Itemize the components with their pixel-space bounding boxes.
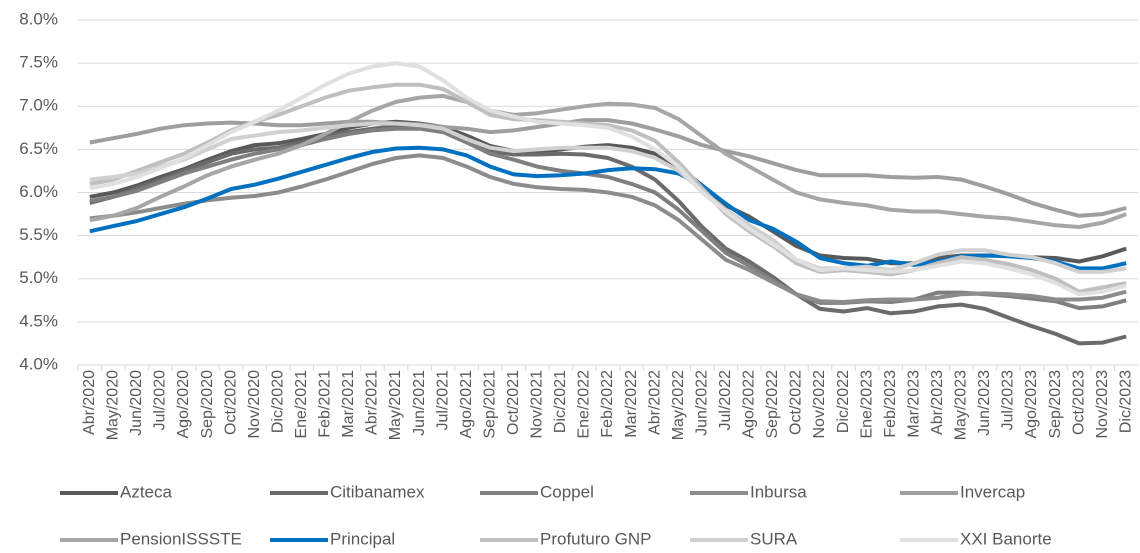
x-tick-label: May/2023: [953, 370, 970, 440]
x-tick-label: Sep/2020: [199, 370, 216, 439]
legend-label: XXI Banorte: [960, 529, 1052, 548]
x-tick-label: Jun/2022: [693, 370, 710, 436]
y-tick-label: 4.0%: [19, 354, 58, 373]
x-tick-label: Dic/2020: [269, 370, 286, 433]
legend-label: Citibanamex: [330, 482, 425, 501]
x-tick-label: Ene/2022: [576, 370, 593, 439]
x-tick-label: Feb/2022: [599, 370, 616, 438]
y-tick-label: 6.0%: [19, 182, 58, 201]
series-line: [89, 126, 1127, 311]
y-tick-label: 7.0%: [19, 96, 58, 115]
series-line: [89, 118, 1127, 218]
x-tick-label: Abr/2021: [364, 370, 381, 435]
x-tick-label: Ago/2021: [458, 370, 475, 439]
legend-label: Azteca: [120, 482, 173, 501]
series-line: [89, 124, 1127, 346]
x-tick-label: Ago/2020: [175, 370, 192, 439]
x-tick-label: Jun/2021: [411, 370, 428, 436]
x-tick-label: Abr/2020: [81, 370, 98, 435]
x-tick-label: Sep/2023: [1047, 370, 1064, 439]
series-line: [89, 121, 1127, 274]
x-tick-label: Oct/2023: [1070, 370, 1087, 435]
legend-label: PensionISSSTE: [120, 529, 242, 548]
x-tick-label: May/2022: [670, 370, 687, 440]
y-tick-label: 4.5%: [19, 311, 58, 330]
series-line: [89, 61, 1127, 297]
series-line: [89, 93, 1127, 229]
x-tick-label: May/2021: [387, 370, 404, 440]
x-tick-label: Sep/2021: [481, 370, 498, 439]
x-tick-label: Ago/2022: [741, 370, 758, 439]
x-tick-label: Ago/2023: [1023, 370, 1040, 439]
x-tick-label: Dic/2022: [835, 370, 852, 433]
x-tick-label: Ene/2023: [858, 370, 875, 439]
series-line: [89, 153, 1127, 304]
legend-label: Coppel: [540, 482, 594, 501]
y-tick-label: 5.0%: [19, 268, 58, 287]
x-tick-label: Mar/2021: [340, 370, 357, 438]
x-tick-label: Oct/2020: [222, 370, 239, 435]
x-tick-label: May/2020: [105, 370, 122, 440]
x-tick-label: Jun/2023: [976, 370, 993, 436]
y-tick-label: 5.5%: [19, 225, 58, 244]
x-tick-label: Abr/2023: [929, 370, 946, 435]
x-tick-label: Nov/2023: [1094, 370, 1111, 439]
legend-label: Invercap: [960, 482, 1025, 501]
x-tick-label: Oct/2021: [505, 370, 522, 435]
y-tick-label: 8.0%: [19, 9, 58, 28]
y-tick-label: 7.5%: [19, 53, 58, 72]
x-tick-label: Feb/2021: [317, 370, 334, 438]
x-tick-label: Jul/2020: [152, 370, 169, 431]
x-tick-label: Nov/2020: [246, 370, 263, 439]
x-tick-label: Sep/2022: [764, 370, 781, 439]
y-tick-label: 6.5%: [19, 139, 58, 158]
x-tick-label: Dic/2023: [1117, 370, 1134, 433]
x-tick-label: Ene/2021: [293, 370, 310, 439]
x-tick-label: Jul/2022: [717, 370, 734, 431]
x-tick-label: Feb/2023: [882, 370, 899, 438]
legend-label: Inbursa: [750, 482, 807, 501]
x-tick-label: Mar/2022: [623, 370, 640, 438]
x-tick-label: Abr/2022: [646, 370, 663, 435]
legend-label: Principal: [330, 529, 395, 548]
x-tick-label: Mar/2023: [905, 370, 922, 438]
x-tick-label: Nov/2021: [529, 370, 546, 439]
x-tick-label: Jul/2023: [1000, 370, 1017, 431]
legend-label: SURA: [750, 529, 798, 548]
legend-label: Profuturo GNP: [540, 529, 652, 548]
x-tick-label: Jul/2021: [434, 370, 451, 431]
x-tick-label: Dic/2021: [552, 370, 569, 433]
x-tick-label: Nov/2022: [811, 370, 828, 439]
x-tick-label: Oct/2022: [788, 370, 805, 435]
x-tick-label: Jun/2020: [128, 370, 145, 436]
